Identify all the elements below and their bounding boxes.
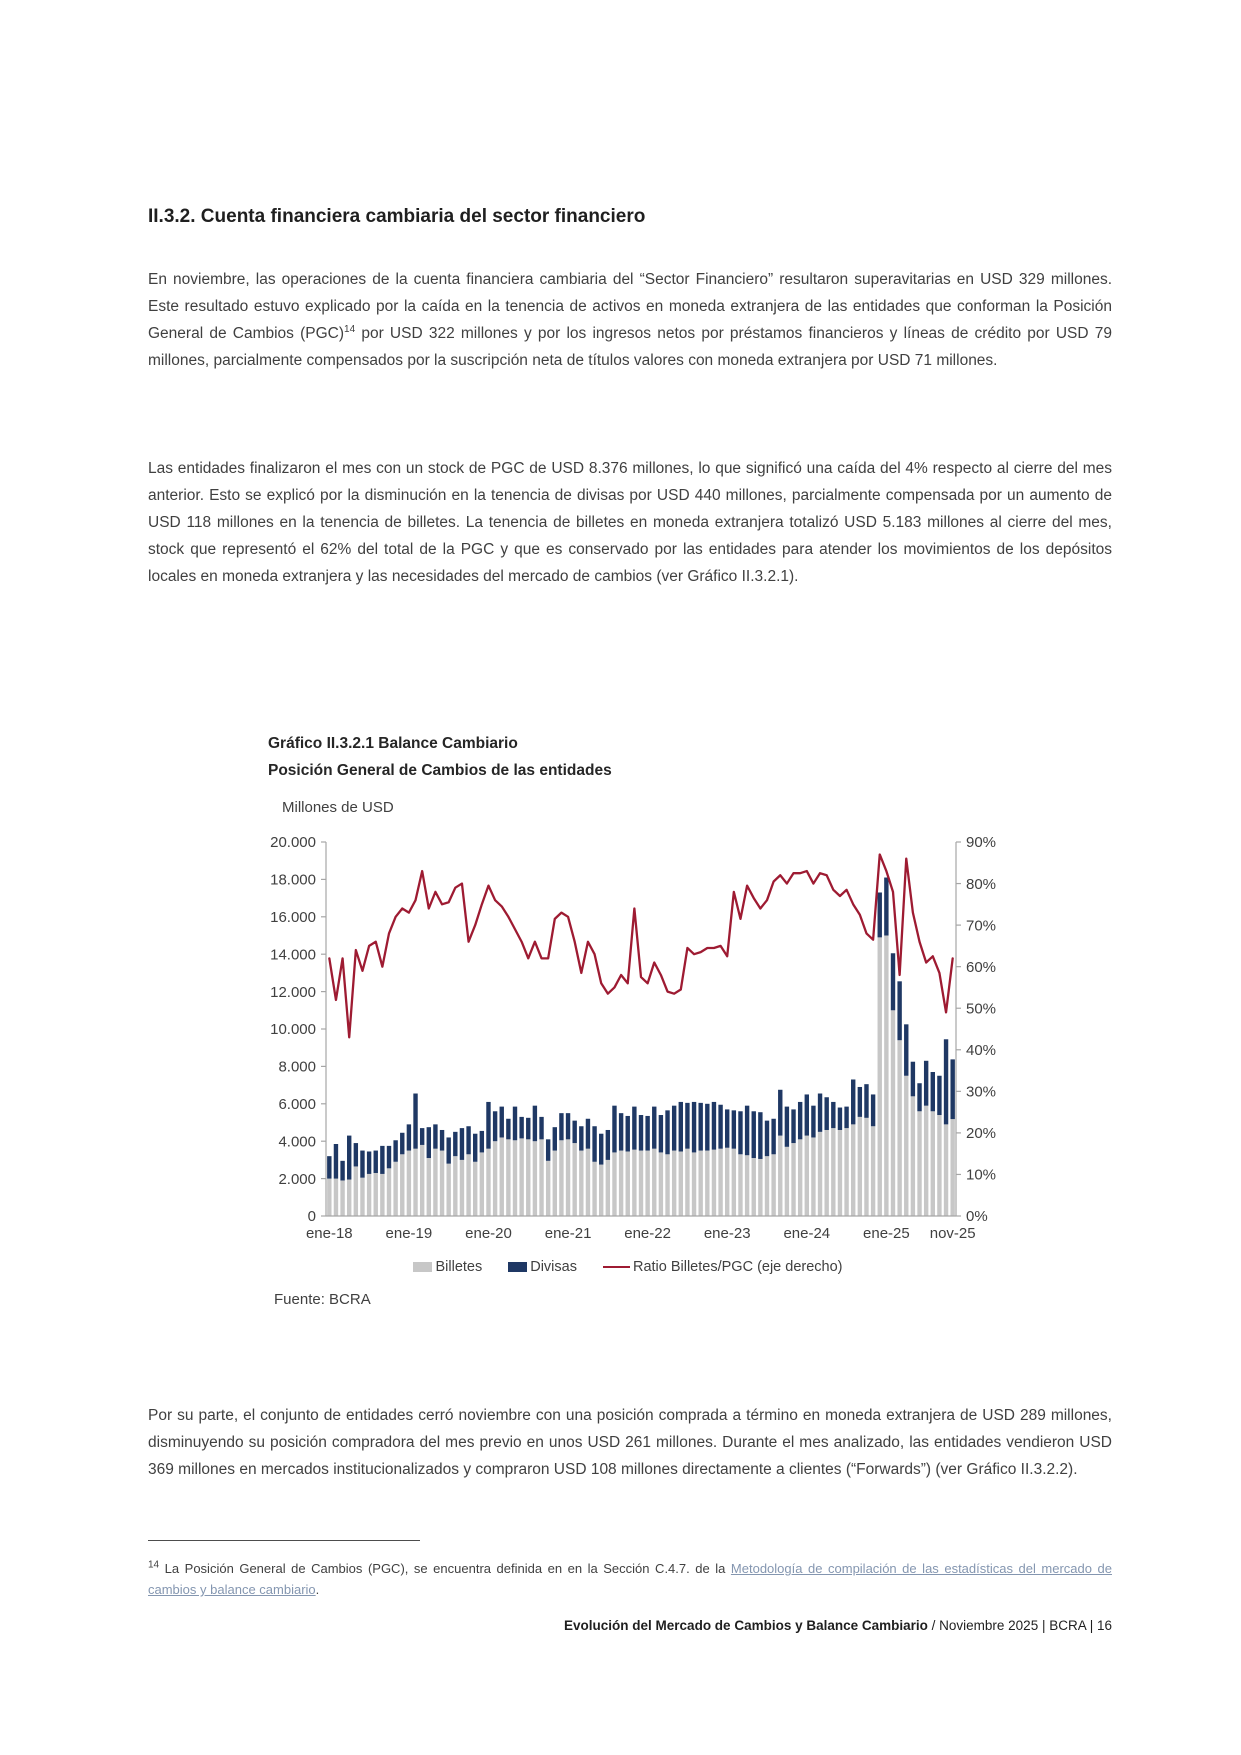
legend-item-ratio: Ratio Billetes/PGC (eje derecho) [602,1259,843,1275]
paragraph-2: Las entidades finalizaron el mes con un … [148,459,1112,585]
svg-text:20%: 20% [966,1125,996,1142]
svg-text:70%: 70% [966,917,996,934]
source-label: Fuente: BCRA [274,1291,371,1308]
billetes-swatch-icon [413,1262,433,1272]
svg-text:16.000: 16.000 [270,909,316,926]
footnote-rule [148,1540,420,1541]
svg-text:14.000: 14.000 [270,946,316,963]
svg-text:ene-20: ene-20 [465,1225,512,1242]
svg-text:ene-23: ene-23 [704,1225,751,1242]
svg-text:6.000: 6.000 [278,1096,316,1113]
chart-title: Gráfico II.3.2.1 Balance Cambiario [268,735,518,752]
footer-title: Evolución del Mercado de Cambios y Balan… [564,1618,928,1633]
footnote-text-end: . [315,1582,320,1597]
svg-text:20.000: 20.000 [270,834,316,851]
svg-text:50%: 50% [966,1000,996,1017]
svg-text:40%: 40% [966,1042,996,1059]
svg-text:ene-22: ene-22 [624,1225,671,1242]
chart-svg: 0 2.000 4.000 6.000 8.000 10.000 12.000 14.000 1… [270,834,996,1242]
paragraph-3: Por su parte, el conjunto de entidades c… [148,1406,1112,1478]
svg-text:12.000: 12.000 [270,984,316,1001]
section-title: II.3.2. Cuenta financiera cambiaria del … [148,205,646,227]
chart-area: 0 2.000 4.000 6.000 8.000 10.000 12.000 14.000 1… [268,828,1013,1253]
svg-text:90%: 90% [966,834,996,851]
page-footer: Evolución del Mercado de Cambios y Balan… [148,1618,1112,1633]
svg-text:ene-24: ene-24 [783,1225,830,1242]
footnote: 14 La Posición General de Cambios (PGC),… [148,1558,1112,1600]
svg-text:4.000: 4.000 [278,1133,316,1150]
svg-text:8.000: 8.000 [278,1059,316,1076]
legend-item-divisas: Divisas [508,1259,577,1275]
footnote-link[interactable]: Metodología de compilación de las estadí… [148,1561,1112,1597]
ratio-line-swatch-icon [602,1265,630,1269]
svg-text:ene-25: ene-25 [863,1225,910,1242]
footnote-text: La Posición General de Cambios (PGC), se… [159,1561,731,1576]
footnote-ref-14: 14 [344,323,356,335]
legend-label-divisas: Divisas [530,1259,577,1275]
chart-figure: Gráfico II.3.2.1 Balance Cambiario Posic… [268,735,1013,1335]
svg-text:18.000: 18.000 [270,872,316,889]
chart-subtitle: Posición General de Cambios de las entid… [268,762,612,779]
footer-meta: / Noviembre 2025 | BCRA | 16 [927,1618,1112,1633]
svg-text:ene-19: ene-19 [386,1225,433,1242]
paragraph-1: En noviembre, las operaciones de la cuen… [148,266,1112,374]
divisas-swatch-icon [508,1262,528,1272]
legend-label-billetes: Billetes [435,1259,483,1275]
svg-text:0: 0 [308,1208,316,1225]
chart-legend: Billetes Divisas Ratio Billetes/PGC (eje… [308,1259,948,1275]
svg-text:2.000: 2.000 [278,1171,316,1188]
svg-text:ene-21: ene-21 [545,1225,592,1242]
svg-text:0%: 0% [966,1208,988,1225]
svg-text:30%: 30% [966,1084,996,1101]
paragraph-1-text: En noviembre, las operaciones de la cuen… [148,270,1112,342]
svg-text:60%: 60% [966,959,996,976]
axis-unit-label: Millones de USD [282,799,394,816]
svg-text:10.000: 10.000 [270,1021,316,1038]
legend-item-billetes: Billetes [413,1259,482,1275]
footnote-number: 14 [148,1559,160,1571]
paragraph-1-text-cont: por USD 322 millones y por los ingresos … [148,324,1113,369]
svg-text:10%: 10% [966,1167,996,1184]
legend-label-ratio: Ratio Billetes/PGC (eje derecho) [632,1259,843,1275]
svg-text:ene-18: ene-18 [306,1225,353,1242]
svg-text:80%: 80% [966,876,996,893]
svg-text:nov-25: nov-25 [930,1225,976,1242]
